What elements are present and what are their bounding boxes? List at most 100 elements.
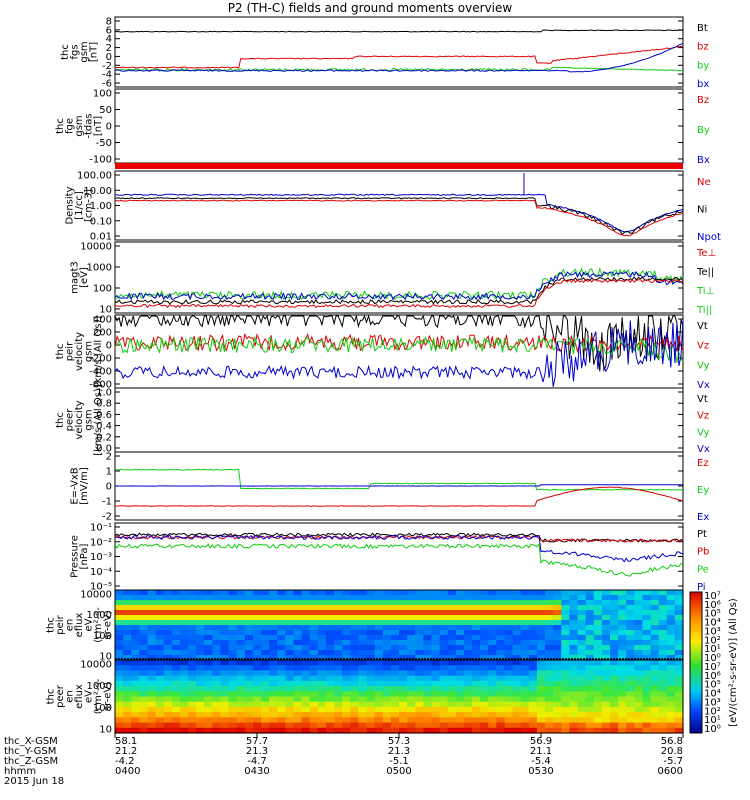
spectrogram-cell (236, 691, 246, 698)
spectrogram-cell (390, 696, 400, 703)
spectrogram-cell (350, 655, 360, 661)
spectrogram-cell (139, 686, 149, 692)
spectrogram-cell (399, 605, 408, 611)
spectrogram-cell (407, 691, 416, 698)
spectrogram-cell (463, 610, 473, 616)
spectrogram-cell (155, 717, 165, 724)
spectrogram-cell (334, 665, 343, 672)
spectrogram-cell (528, 712, 538, 718)
spectrogram-cell (496, 605, 506, 611)
panel-peer_spec: 10000100010010thcpeerenefluxeV(cm²-s-sr-… (46, 659, 684, 736)
spectrogram-cell (536, 691, 546, 698)
spectrogram-cell (188, 706, 197, 713)
spectrogram-cell (277, 717, 286, 724)
y-tick-label: 8 (106, 17, 112, 28)
spectrogram-cell (439, 691, 449, 698)
y-tick-label: 1 (106, 467, 112, 478)
y-tick-label: -200 (89, 354, 112, 365)
spectrogram-cell (390, 706, 400, 713)
spectrogram-cell (399, 701, 408, 708)
spectrogram-cell (261, 706, 270, 713)
y-tick-label: 100 (93, 631, 112, 642)
spectrogram-cell (561, 717, 570, 724)
spectrogram-cell (325, 691, 335, 698)
spectrogram-cell (244, 660, 254, 666)
spectrogram-cell (123, 660, 132, 666)
spectrogram-cell (131, 701, 140, 708)
spectrogram-cell (244, 650, 254, 656)
spectrogram-cell (309, 630, 319, 636)
spectrogram-cell (252, 712, 262, 718)
spectrogram-cell (536, 655, 546, 661)
spectrogram-cell (342, 680, 351, 687)
spectrogram-cell (244, 630, 254, 636)
y-tick-label: 0.01 (90, 232, 112, 243)
spectrogram-cell (139, 625, 149, 631)
footer-row-label: thc_Z-GSM (4, 756, 58, 767)
spectrogram-cell (463, 686, 473, 692)
spectrogram-cell (658, 701, 668, 708)
spectrogram-cell (650, 722, 660, 729)
y-tick-label: 0.6 (96, 410, 112, 421)
spectrogram-cell (423, 701, 433, 708)
spectrogram-cell (163, 717, 173, 724)
spectrogram-cell (123, 717, 132, 724)
spectrogram-cell (601, 701, 611, 708)
spectrogram-cell (650, 625, 660, 631)
spectrogram-cell (139, 635, 149, 641)
spectrogram-cell (358, 722, 368, 729)
spectrogram-cell (480, 717, 489, 724)
spectrogram-cell (261, 665, 270, 672)
spectrogram-cell (163, 655, 173, 661)
spectrogram-cell (277, 640, 286, 646)
spectrogram-cell (342, 615, 351, 621)
spectrogram-cell (658, 600, 668, 606)
spectrogram-cell (585, 590, 595, 596)
legend-entry: Vx (697, 380, 710, 391)
y-tick-label: 0 (106, 341, 112, 352)
spectrogram-cell (147, 722, 157, 729)
spectrogram-cell (528, 701, 538, 708)
spectrogram-cell (309, 640, 319, 646)
spectrogram-cell (366, 691, 376, 698)
spectrogram-cell (545, 712, 554, 718)
panel-stack: 86420-2-4-6thcfgsgsm[nT]Btbzbybx100500-5… (46, 16, 721, 736)
spectrogram-cell (179, 600, 189, 606)
spectrogram-cell (520, 712, 530, 718)
y-axis-label: thc (46, 689, 57, 705)
spectrogram-cell (342, 640, 351, 646)
spectrogram-cell (626, 630, 635, 636)
spectrogram-cell (342, 717, 351, 724)
spectrogram-cell (334, 717, 343, 724)
spectrogram-cell (212, 625, 222, 631)
spectrogram-cell (512, 610, 522, 616)
spectrogram-cell (390, 665, 400, 672)
spectrogram-cell (618, 680, 627, 687)
spectrogram-cell (520, 645, 530, 651)
spectrogram-cell (155, 680, 165, 687)
spectrogram-cell (277, 691, 286, 698)
spectrogram-cell (423, 630, 433, 636)
spectrogram-cell (139, 680, 149, 687)
spectrogram-cell (147, 600, 157, 606)
y-tick-label: 100.00 (77, 171, 112, 182)
spectrogram-cell (115, 665, 124, 672)
spectrogram-cell (553, 712, 562, 718)
spectrogram-cell (561, 645, 570, 651)
spectrogram-cell (642, 727, 652, 734)
spectrogram-cell (642, 620, 652, 626)
spectrogram-cell (317, 691, 327, 698)
spectrogram-cell (658, 717, 668, 724)
spectrogram-cell (139, 712, 149, 718)
spectrogram-cell (553, 590, 562, 596)
spectrogram-cell (528, 610, 538, 616)
spectrogram-cell (350, 595, 360, 601)
spectrogram-cell (244, 706, 254, 713)
spectrogram-cell (293, 717, 303, 724)
spectrogram-cell (131, 696, 140, 703)
spectrogram-cell (561, 706, 570, 713)
spectrogram-cell (374, 610, 384, 616)
spectrogram-cell (399, 717, 408, 724)
spectrogram-cell (342, 610, 351, 616)
spectrogram-cell (350, 650, 360, 656)
